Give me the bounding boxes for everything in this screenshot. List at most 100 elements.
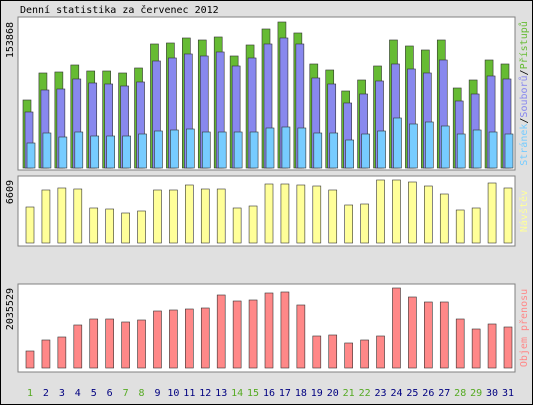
bar: [89, 207, 99, 244]
x-tick-label: 22: [359, 388, 371, 399]
bar: [216, 188, 226, 244]
bar: [503, 187, 513, 244]
bar: [296, 304, 306, 369]
chart-title: Denní statistika za červenec 2012: [20, 4, 219, 16]
bar: [455, 209, 465, 244]
bar: [58, 136, 68, 169]
bar: [153, 189, 162, 244]
bar: [392, 179, 401, 244]
bar: [297, 127, 307, 169]
bar: [73, 188, 83, 244]
bar: [392, 287, 401, 369]
bar: [425, 121, 434, 169]
bar: [90, 135, 100, 169]
x-tick-label: 30: [486, 388, 498, 399]
x-tick-label: 23: [375, 388, 387, 399]
bar: [360, 203, 369, 244]
bar: [265, 127, 275, 169]
bar: [377, 130, 386, 169]
x-tick-label: 1: [27, 388, 33, 399]
legend-separator: /: [519, 69, 530, 75]
bar: [57, 187, 67, 244]
y-tick-label: 2035529: [5, 288, 16, 330]
bar: [487, 323, 497, 369]
x-tick-label: 27: [438, 388, 450, 399]
x-tick-label: 3: [59, 388, 65, 399]
x-tick-label: 13: [215, 388, 227, 399]
bar: [344, 204, 353, 244]
x-tick-label: 11: [183, 388, 195, 399]
bar: [504, 133, 514, 169]
bar: [89, 318, 99, 369]
legend-separator: /: [519, 118, 530, 124]
bar: [424, 185, 433, 244]
bar: [313, 132, 323, 169]
bar: [472, 129, 482, 169]
bar: [170, 129, 179, 169]
bar: [25, 350, 35, 369]
bar: [345, 139, 354, 169]
bar: [376, 335, 385, 369]
bar: [137, 210, 146, 244]
x-tick-label: 21: [343, 388, 355, 399]
x-tick-label: 25: [406, 388, 418, 399]
bar: [137, 319, 146, 369]
x-tick-label: 9: [154, 388, 160, 399]
bar: [169, 309, 178, 369]
x-tick-label: 20: [327, 388, 339, 399]
bar: [328, 334, 338, 369]
x-tick-label: 15: [247, 388, 259, 399]
bar: [73, 324, 83, 369]
bar: [233, 131, 243, 169]
legend-entry: Stránek: [518, 124, 530, 166]
bar: [248, 299, 258, 369]
bar: [361, 133, 370, 169]
bar: [232, 300, 242, 369]
bar: [360, 339, 369, 369]
bar: [185, 308, 194, 369]
bar: [471, 328, 481, 369]
x-tick-label: 18: [295, 388, 307, 399]
bar: [41, 339, 51, 369]
bar: [41, 189, 51, 244]
bar: [471, 207, 481, 244]
bar: [281, 126, 291, 169]
bar: [232, 207, 242, 244]
bar: [264, 292, 274, 369]
bar: [201, 131, 211, 169]
bar: [248, 205, 258, 244]
bar: [280, 183, 290, 244]
x-tick-label: 26: [422, 388, 434, 399]
x-tick-label: 2: [43, 388, 49, 399]
y-tick-label: 6609: [5, 180, 16, 204]
bar: [249, 131, 259, 169]
bar: [105, 318, 114, 369]
y-tick-label: 153868: [5, 22, 16, 58]
legend-entry: Přístupů: [518, 21, 530, 69]
bar: [42, 132, 52, 169]
x-tick-label: 4: [75, 388, 81, 399]
bar: [456, 133, 466, 169]
bar: [154, 130, 163, 169]
bar: [216, 294, 226, 369]
bar: [121, 212, 130, 244]
bar: [488, 131, 498, 169]
bar: [408, 296, 417, 369]
bar: [424, 301, 433, 369]
bar: [439, 301, 449, 369]
bar: [312, 185, 322, 244]
legend-entry: Návštěv: [518, 190, 530, 232]
x-tick-label: 31: [502, 388, 514, 399]
x-tick-label: 19: [311, 388, 323, 399]
bar: [296, 184, 306, 244]
x-tick-label: 17: [279, 388, 291, 399]
bar: [106, 135, 115, 169]
legend-entry: Souborů: [518, 75, 530, 117]
bar: [264, 183, 274, 244]
legend-entry: Objem přenosu: [518, 289, 530, 367]
x-tick-label: 28: [454, 388, 466, 399]
x-tick-label: 14: [231, 388, 243, 399]
bar: [121, 321, 130, 369]
bar: [200, 307, 210, 369]
